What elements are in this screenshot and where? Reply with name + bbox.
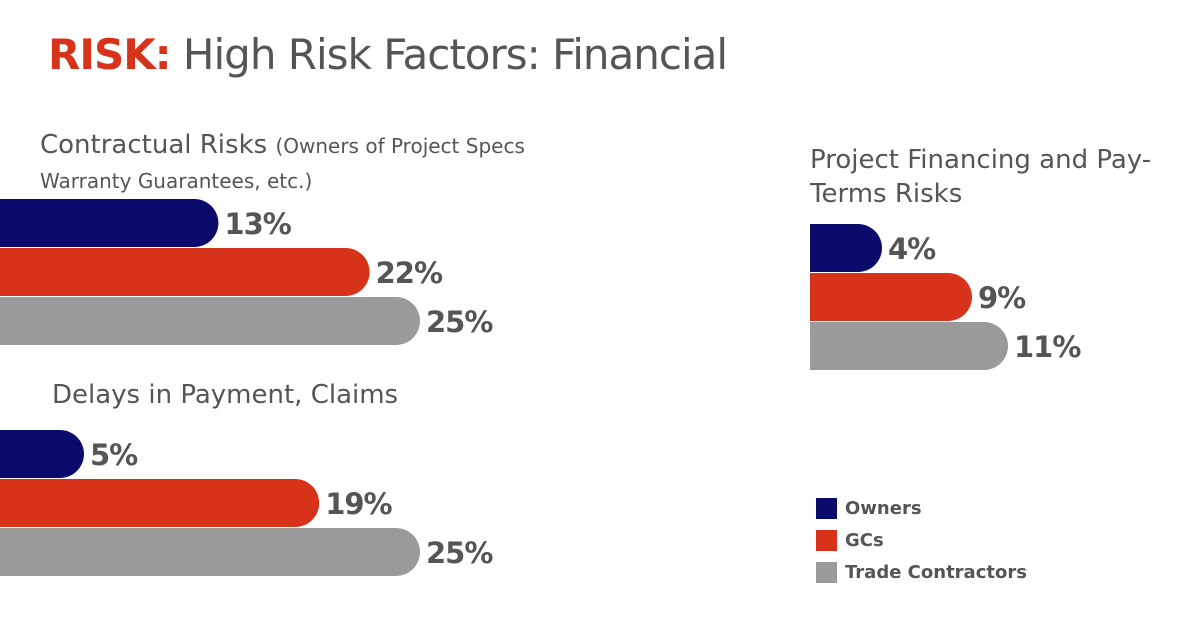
legend-swatch [816,530,837,551]
header-label: RISK: [48,30,172,79]
chart-title: Contractual Risks [40,130,268,160]
value-label: 25% [426,305,493,339]
chart-title-block: Delays in Payment, Claims [52,378,552,412]
value-label: 22% [376,256,443,290]
bar [0,297,420,345]
legend-swatch [816,498,837,519]
bar [0,528,420,576]
value-label: 5% [90,438,138,472]
chart-subtitle: (Owners of Project Specs Warranty Guaran… [40,134,525,193]
chart-title-block: Contractual Risks (Owners of Project Spe… [40,128,540,198]
legend-label: Trade Contractors [845,562,1027,583]
chart-title-block: Project Financing and Pay-Terms Risks [810,143,1160,211]
value-label: 9% [978,281,1026,315]
bar [0,199,219,247]
header: RISK: High Risk Factors: Financial [48,30,728,79]
value-label: 13% [224,207,291,241]
legend-swatch [816,562,837,583]
chart-title: Project Financing and Pay-Terms Risks [810,145,1152,209]
legend-label: GCs [845,530,884,551]
bar [810,224,882,272]
bar [0,248,370,296]
header-title: High Risk Factors: Financial [182,30,728,79]
bar [0,430,84,478]
bar [810,273,972,321]
value-label: 4% [888,232,936,266]
chart-title: Delays in Payment, Claims [52,380,399,410]
value-label: 11% [1014,330,1081,364]
legend-label: Owners [845,498,922,519]
value-label: 25% [426,536,493,570]
bar [0,479,320,527]
bar [810,322,1008,370]
value-label: 19% [325,487,392,521]
